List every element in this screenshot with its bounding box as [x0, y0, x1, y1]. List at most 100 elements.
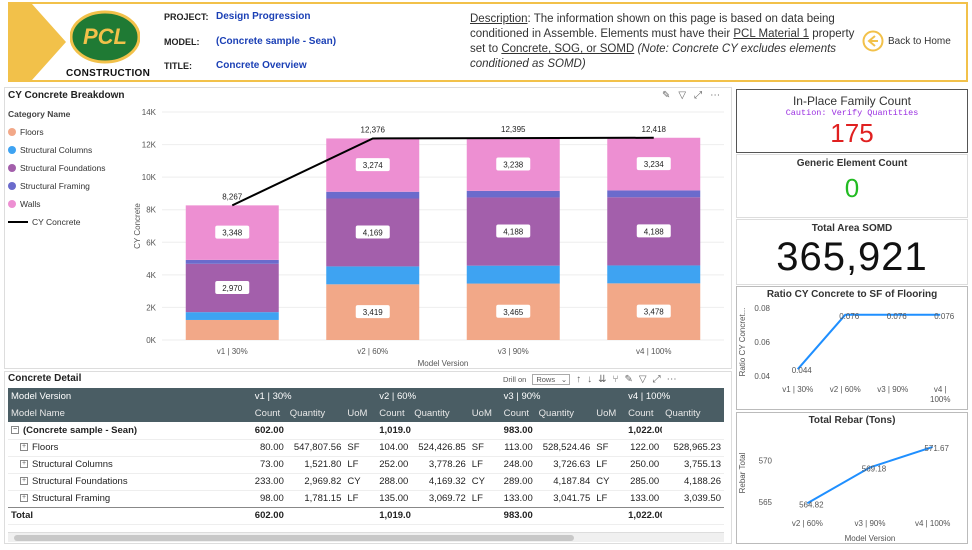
x-tick-label: 100% [930, 395, 950, 404]
filter-icon[interactable]: ▽ [638, 374, 647, 385]
data-label-box [355, 225, 390, 239]
collapse-icon[interactable]: − [11, 426, 19, 435]
table-cell: 3,726.63 [553, 459, 591, 470]
x-tick-label: v2 | 60% [830, 385, 861, 394]
visual-toolbar: ✎ ▽ ⤢ ⋯ [662, 90, 720, 101]
drill-up-icon[interactable]: ↑ [576, 374, 582, 385]
table-cell: 133.00 [503, 493, 533, 504]
legend-item[interactable]: Walls [8, 195, 128, 213]
table-row[interactable]: + Structural Foundations 233.00 2,969.82 CY 2… [8, 473, 724, 490]
legend-item[interactable]: Structural Foundations [8, 159, 128, 177]
back-arrow-icon [862, 30, 884, 52]
drill-select-value: Rows [536, 375, 556, 384]
focus-mode-icon[interactable]: ⤢ [694, 90, 703, 101]
table-row[interactable]: Total 602.00 1,019.00 983.00 1,022.00 [8, 506, 724, 524]
horizontal-scrollbar[interactable] [8, 532, 724, 542]
expand-icon[interactable]: + [20, 460, 28, 469]
column-header[interactable]: Quantity [411, 405, 469, 422]
header-version[interactable]: v3 | 90% [500, 388, 626, 405]
data-label: 3,419 [363, 308, 384, 317]
table-cell: 113.00 [504, 442, 533, 453]
column-header[interactable]: Count [625, 405, 663, 422]
bar-segment [466, 190, 560, 198]
scrollbar-thumb[interactable] [14, 535, 574, 541]
header-version[interactable]: v4 | 100% [625, 388, 724, 405]
chart-title: Total Rebar (Tons) [809, 415, 896, 426]
table-cell: 1,019.00 [376, 506, 412, 524]
row-label: − (Concrete sample - Sean) [8, 422, 252, 439]
header-version[interactable]: v2 | 60% [376, 388, 501, 405]
x-tick-label: v1 | 30% [217, 347, 248, 356]
table-row[interactable]: −(Concrete sample - Sean)602.001,019.009… [8, 422, 724, 439]
table-cell: 1,022.00 [628, 424, 663, 436]
table-row[interactable]: + Structural Framing 98.00 1,781.15 LF 135.00… [8, 490, 724, 507]
pin-icon[interactable]: ✎ [624, 374, 633, 385]
description-note: (Note: Concrete CY excludes elements con… [470, 43, 837, 70]
filter-icon[interactable]: ▽ [678, 90, 687, 101]
legend-dot [8, 182, 16, 190]
legend-item-line[interactable]: CY Concrete [8, 213, 128, 231]
column-header[interactable]: UoM [344, 405, 377, 422]
table-cell: 4,187.84 [553, 476, 591, 487]
column-header[interactable]: Count [500, 405, 536, 422]
row-label: + Structural Foundations [8, 473, 252, 490]
column-header[interactable]: UoM [468, 405, 501, 422]
x-tick-label: v3 | 90% [498, 347, 529, 356]
table-cell: 2,969.82 [304, 476, 342, 487]
column-header[interactable]: Model Name [8, 405, 252, 422]
table-cell: 983.00 [500, 506, 536, 524]
pin-icon[interactable]: ✎ [662, 90, 671, 101]
table-row[interactable]: + Structural Columns 73.00 1,521.80 LF 252.00… [8, 456, 724, 473]
column-header[interactable]: Quantity [535, 405, 594, 422]
data-label: 571.67 [924, 444, 949, 453]
row-label: + Structural Framing [8, 490, 252, 507]
back-to-home-label: Back to Home [888, 35, 951, 47]
y-tick-label: 0K [146, 336, 156, 345]
data-label: 0.044 [792, 366, 813, 375]
legend-item[interactable]: Structural Columns [8, 141, 128, 159]
header-version[interactable]: v1 | 30% [251, 388, 377, 405]
table-cell: 122.00 [630, 442, 660, 453]
more-options-icon[interactable]: ⋯ [666, 374, 677, 385]
data-label-box [636, 157, 671, 171]
cy-concrete-chart: 0K 2K 4K 6K 8K 10K 12K 14K CY Concrete Model Vers… [133, 108, 724, 368]
table-cell: 80.00 [259, 442, 284, 453]
focus-mode-icon[interactable]: ⤢ [652, 374, 661, 385]
expand-icon[interactable]: + [20, 477, 28, 486]
description-property: PCL Material 1 [733, 28, 810, 40]
table-cell: 98.00 [259, 493, 284, 504]
table-cell: 3,039.50 [684, 493, 721, 504]
y-tick-label: 570 [759, 457, 773, 466]
expand-icon[interactable]: + [20, 443, 28, 452]
concrete-detail-panel [4, 371, 732, 544]
table-cell: LF [347, 459, 359, 470]
column-header[interactable]: Count [251, 405, 287, 422]
column-header[interactable]: Quantity [662, 405, 724, 422]
more-options-icon[interactable]: ⋯ [710, 90, 721, 101]
column-header[interactable]: Count [376, 405, 412, 422]
header-model-version[interactable]: Model Version [8, 388, 252, 405]
table-cell: LF [471, 493, 483, 504]
drill-toolbar: Drill on Rows ⌄ ↑ ↓ ⇊ ⑂ ✎ ▽ ⤢ ⋯ [503, 374, 677, 385]
bar-segment [185, 259, 279, 264]
expand-icon[interactable]: + [20, 494, 28, 503]
legend-item[interactable]: Floors [8, 123, 128, 141]
data-label-box [355, 158, 390, 172]
expand-next-icon[interactable]: ⑂ [612, 374, 619, 385]
legend-item[interactable]: Structural Framing [8, 177, 128, 195]
column-header[interactable]: Quantity [286, 405, 345, 422]
table-cell: 3,778.26 [428, 459, 466, 470]
table-cell: SF [471, 442, 484, 453]
table-row[interactable]: + Floors 80.00 547,807.56 SF 104.00 524,426.85… [8, 439, 724, 456]
total-area-somd-value: 365,921 [776, 235, 928, 279]
table-cell [536, 422, 594, 439]
back-to-home-button[interactable]: Back to Home [862, 30, 951, 52]
generic-element-title: Generic Element Count [796, 158, 908, 169]
expand-all-icon[interactable]: ⇊ [598, 374, 607, 385]
ratio-chart: Ratio CY Concrete to SF of Flooring 0.04 0… [738, 289, 955, 404]
drill-select[interactable]: Rows ⌄ [532, 374, 571, 385]
drill-down-icon[interactable]: ↓ [587, 374, 593, 385]
data-label: 3,234 [644, 160, 665, 169]
inplace-family-card: In-Place Family Count Caution: Verify Qu… [736, 89, 968, 153]
column-header[interactable]: UoM [593, 405, 626, 422]
